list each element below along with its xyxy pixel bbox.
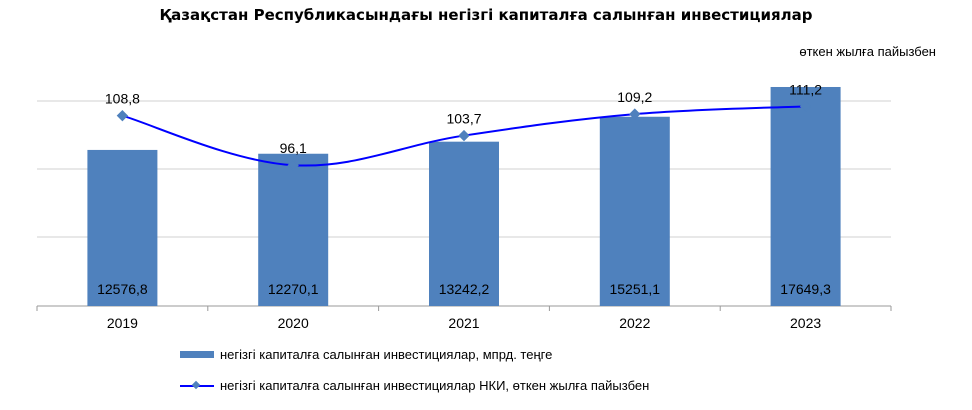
- x-tick-label-2020: 2020: [278, 315, 309, 331]
- chart-title: Қазақстан Республикасындағы негізгі капи…: [159, 6, 813, 24]
- line-label-2019: 108,8: [105, 91, 140, 107]
- bar-label-2022: 15251,1: [609, 281, 660, 297]
- line-marker-2020: [287, 159, 299, 171]
- line-label-2022: 109,2: [617, 89, 652, 105]
- bar-label-2020: 12270,1: [268, 281, 319, 297]
- legend-item-line: негізгі капиталға салынған инвестициялар…: [180, 378, 649, 393]
- legend-bar-label: негізгі капиталға салынған инвестициялар…: [220, 347, 553, 362]
- bar-label-2019: 12576,8: [97, 281, 148, 297]
- line-marker-2019: [116, 109, 129, 122]
- x-tick-label-2021: 2021: [448, 315, 479, 331]
- bar-label-2023: 17649,3: [780, 281, 831, 297]
- chart-subtitle: өткен жылға пайызбен: [799, 44, 936, 59]
- legend-line-swatch: [180, 381, 214, 391]
- line-label-2020: 96,1: [280, 140, 307, 156]
- line-label-2023: 111,2: [789, 81, 822, 97]
- legend-bar-swatch: [180, 351, 214, 358]
- bar-2022: [599, 116, 670, 306]
- legend-item-bars: негізгі капиталға салынған инвестициялар…: [180, 347, 552, 362]
- bar-2020: [258, 153, 329, 306]
- line-marker-2023: [799, 100, 812, 113]
- x-tick-label-2019: 2019: [107, 315, 138, 331]
- line-marker-2022: [629, 108, 641, 120]
- bar-2023: [770, 86, 841, 306]
- line-marker-2021: [458, 129, 470, 142]
- x-tick-label-2022: 2022: [619, 315, 650, 331]
- bar-label-2021: 13242,2: [439, 281, 490, 297]
- bar-2021: [429, 141, 499, 306]
- legend-line-label: негізгі капиталға салынған инвестициялар…: [220, 378, 650, 393]
- line-label-2021: 103,7: [446, 111, 481, 127]
- bar-2019: [87, 149, 158, 306]
- x-tick-label-2023: 2023: [790, 315, 821, 331]
